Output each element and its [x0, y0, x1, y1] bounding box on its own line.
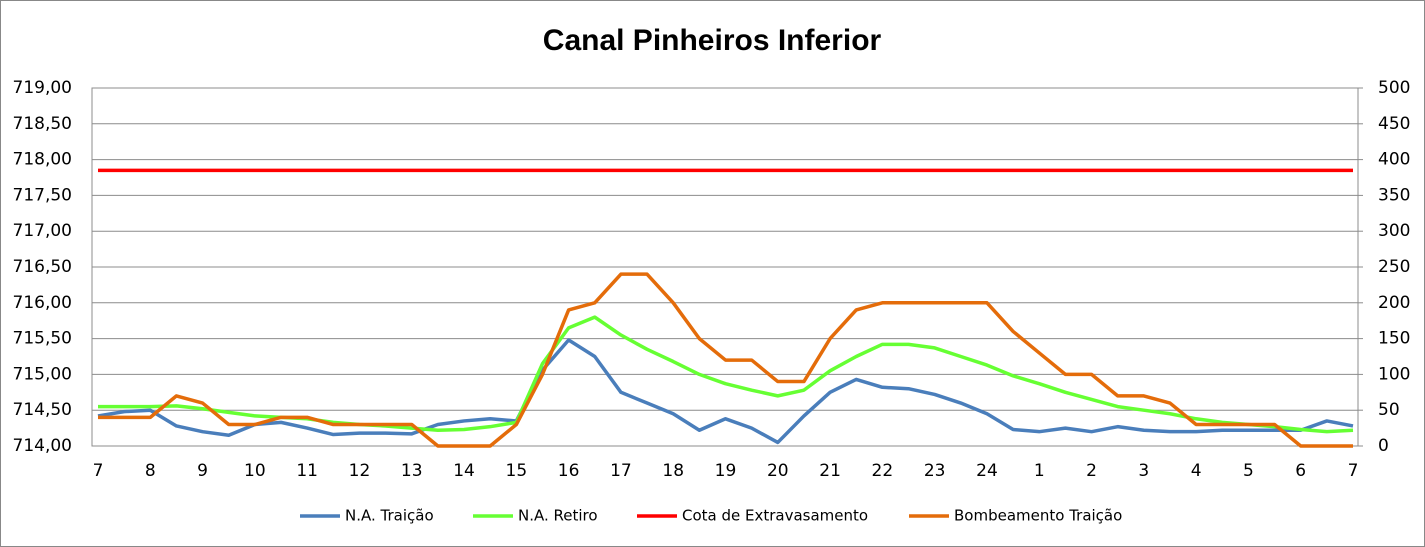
legend-label: Cota de Extravasamento — [682, 507, 868, 525]
y-tick-label: 714,00 — [13, 436, 72, 456]
y-tick-label: 715,00 — [13, 364, 72, 384]
x-tick-label: 7 — [1348, 461, 1359, 481]
y-tick-label: 715,50 — [13, 329, 72, 349]
y-tick-label: 714,50 — [13, 400, 72, 420]
x-tick-label: 5 — [1243, 461, 1254, 481]
series-line — [97, 338, 1354, 445]
plot-frame — [91, 87, 1359, 447]
y2-tick-label: 500 — [1378, 78, 1410, 98]
legend-item: N.A. Traição — [300, 507, 434, 525]
x-tick-label: 19 — [715, 461, 737, 481]
x-tick-label: 11 — [296, 461, 318, 481]
y-tick-label: 717,00 — [13, 221, 72, 241]
x-tick-label: 24 — [976, 461, 998, 481]
y2-tick-label: 400 — [1378, 150, 1410, 170]
legend-item: Cota de Extravasamento — [637, 507, 868, 525]
y2-tick-label: 450 — [1378, 114, 1410, 134]
y2-tick-label: 50 — [1378, 400, 1400, 420]
x-tick-label: 13 — [401, 461, 423, 481]
chart-title: Canal Pinheiros Inferior — [543, 24, 882, 57]
x-tick-label: 20 — [767, 461, 789, 481]
y-tick-label: 716,50 — [13, 257, 72, 277]
x-tick-label: 14 — [453, 461, 475, 481]
x-tick-label: 23 — [924, 461, 946, 481]
y2-tick-label: 0 — [1378, 436, 1389, 456]
x-tick-label: 2 — [1086, 461, 1097, 481]
legend-item: Bombeamento Traição — [909, 507, 1122, 525]
x-tick-label: 4 — [1191, 461, 1202, 481]
legend-label: Bombeamento Traição — [954, 507, 1122, 525]
x-tick-label: 21 — [819, 461, 841, 481]
x-tick-label: 8 — [145, 461, 156, 481]
series-line — [98, 272, 1353, 448]
x-tick-label: 18 — [662, 461, 684, 481]
legend-label: N.A. Traição — [345, 507, 434, 525]
x-tick-label: 10 — [244, 461, 266, 481]
y-tick-label: 718,50 — [13, 114, 72, 134]
y2-tick-label: 300 — [1378, 221, 1410, 241]
x-tick-label: 15 — [506, 461, 528, 481]
y2-tick-label: 350 — [1378, 185, 1410, 205]
y2-tick-label: 250 — [1378, 257, 1410, 277]
y2-tick-label: 150 — [1378, 329, 1410, 349]
x-tick-label: 17 — [610, 461, 632, 481]
x-tick-label: 16 — [558, 461, 580, 481]
y2-tick-label: 200 — [1378, 293, 1410, 313]
x-tick-label: 1 — [1034, 461, 1045, 481]
x-tick-label: 6 — [1295, 461, 1306, 481]
x-tick-label: 7 — [93, 461, 104, 481]
y-tick-label: 719,00 — [13, 78, 72, 98]
x-tick-label: 3 — [1138, 461, 1149, 481]
x-tick-label: 12 — [349, 461, 371, 481]
y2-tick-label: 100 — [1378, 364, 1410, 384]
y-tick-label: 718,00 — [13, 150, 72, 170]
legend-label: N.A. Retiro — [518, 507, 598, 525]
x-tick-label: 22 — [872, 461, 894, 481]
x-tick-label: 9 — [197, 461, 208, 481]
legend-item: N.A. Retiro — [473, 507, 598, 525]
y-tick-label: 717,50 — [13, 185, 72, 205]
y-tick-label: 716,00 — [13, 293, 72, 313]
